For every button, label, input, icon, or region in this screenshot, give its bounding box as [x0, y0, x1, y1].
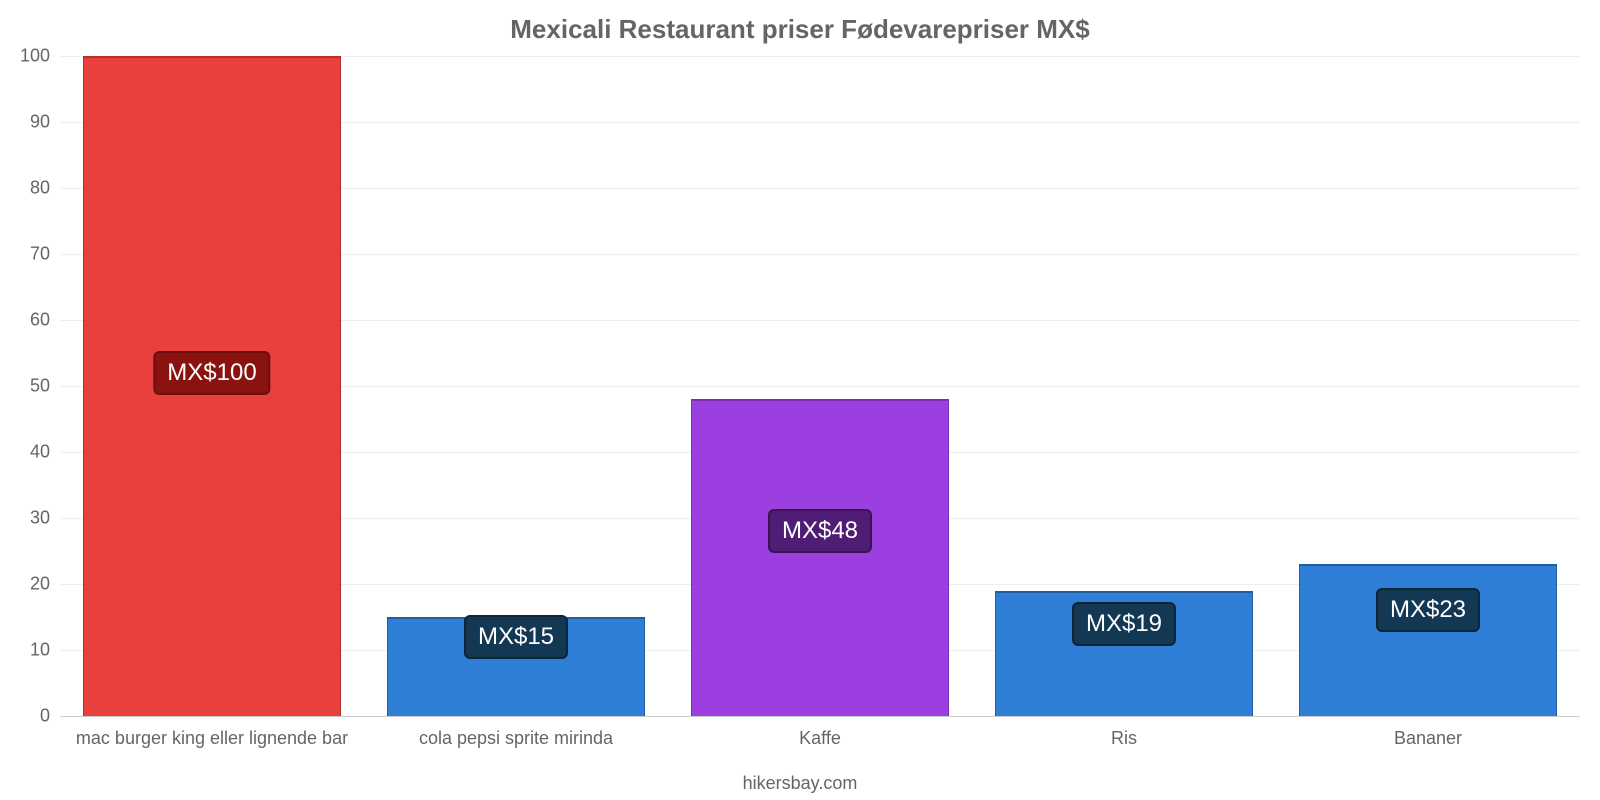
bar-value-label: MX$100	[153, 351, 270, 395]
x-tick-label: Kaffe	[799, 716, 841, 749]
x-tick-label: cola pepsi sprite mirinda	[419, 716, 613, 749]
y-tick-label: 20	[30, 574, 60, 595]
bar-value-label: MX$19	[1072, 602, 1176, 646]
y-tick-label: 30	[30, 508, 60, 529]
y-tick-label: 100	[20, 46, 60, 67]
y-tick-label: 0	[40, 706, 60, 727]
x-tick-label: Bananer	[1394, 716, 1462, 749]
x-tick-label: Ris	[1111, 716, 1137, 749]
y-tick-label: 60	[30, 310, 60, 331]
y-tick-label: 80	[30, 178, 60, 199]
plot-area: 0102030405060708090100MX$100mac burger k…	[60, 56, 1580, 716]
y-tick-label: 90	[30, 112, 60, 133]
bar-value-label: MX$15	[464, 615, 568, 659]
y-tick-label: 40	[30, 442, 60, 463]
bar	[1299, 564, 1557, 716]
y-tick-label: 70	[30, 244, 60, 265]
chart-title: Mexicali Restaurant priser Fødevareprise…	[0, 0, 1600, 45]
bar-value-label: MX$23	[1376, 588, 1480, 632]
bar-value-label: MX$48	[768, 509, 872, 553]
price-bar-chart: Mexicali Restaurant priser Fødevareprise…	[0, 0, 1600, 800]
x-tick-label: mac burger king eller lignende bar	[76, 716, 348, 749]
y-tick-label: 50	[30, 376, 60, 397]
attribution-text: hikersbay.com	[0, 773, 1600, 794]
y-tick-label: 10	[30, 640, 60, 661]
bar	[691, 399, 949, 716]
